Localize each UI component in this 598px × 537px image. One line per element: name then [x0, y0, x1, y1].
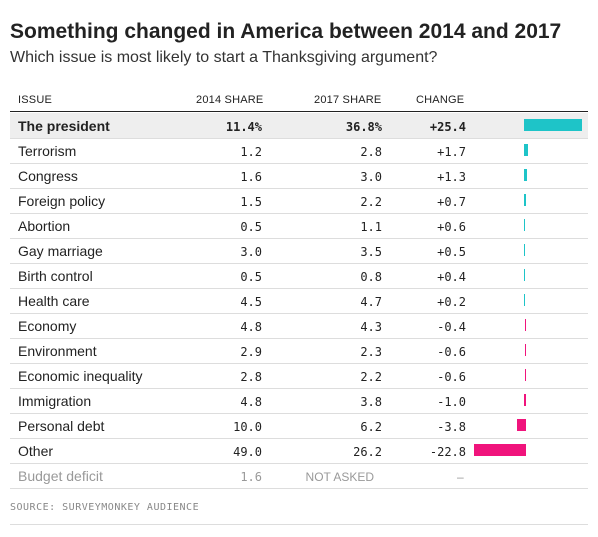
share-2014-cell: 4.5	[240, 295, 262, 309]
issue-cell: Other	[18, 443, 54, 459]
footer-rule	[10, 524, 588, 525]
change-cell: +0.6	[437, 220, 466, 234]
change-cell: +0.4	[437, 270, 466, 284]
table-row: Gay marriage 3.0 3.5 +0.5	[10, 238, 588, 264]
change-cell: -22.8	[429, 445, 466, 459]
share-2017-cell: 2.2	[360, 195, 382, 209]
share-2014-cell: 2.9	[240, 345, 262, 359]
share-2014-cell: 1.2	[240, 145, 262, 159]
share-2014-cell: 10.0	[233, 420, 262, 434]
column-header: ISSUE	[18, 94, 53, 106]
share-2014-cell: 0.5	[240, 220, 262, 234]
title: Something changed in America between 201…	[10, 20, 562, 43]
change-cell: -0.6	[437, 345, 466, 359]
change-bar	[473, 444, 526, 456]
table-row: The president 11.4% 36.8% +25.4	[10, 113, 588, 139]
issue-cell: Terrorism	[18, 143, 77, 159]
share-2017-cell: 2.8	[360, 145, 382, 159]
issue-cell: The president	[18, 118, 110, 134]
table-row: Economic inequality 2.8 2.2 -0.6	[10, 363, 588, 389]
share-2014-cell: 2.8	[240, 370, 262, 384]
table-row: Environment 2.9 2.3 -0.6	[10, 338, 588, 364]
issue-cell: Environment	[18, 343, 97, 359]
issue-cell: Economy	[18, 318, 77, 334]
issue-cell: Health care	[18, 293, 90, 309]
share-2014-cell: 4.8	[240, 395, 262, 409]
share-2014-cell: 4.8	[240, 320, 262, 334]
change-cell: +1.3	[437, 170, 466, 184]
share-2014-cell: 1.5	[240, 195, 262, 209]
share-2014-cell: 49.0	[233, 445, 262, 459]
change-cell: +0.5	[437, 245, 466, 259]
table-row: Health care 4.5 4.7 +0.2	[10, 288, 588, 314]
share-2017-cell: 2.2	[360, 370, 382, 384]
share-2017-cell: 3.0	[360, 170, 382, 184]
column-header: 2014 SHARE	[196, 94, 264, 106]
table-row: Foreign policy 1.5 2.2 +0.7	[10, 188, 588, 214]
issue-cell: Economic inequality	[18, 368, 143, 384]
table-row: Birth control 0.5 0.8 +0.4	[10, 263, 588, 289]
table-row: Personal debt 10.0 6.2 -3.8	[10, 413, 588, 439]
share-2017-cell: NOT ASKED	[305, 470, 374, 484]
change-cell: -3.8	[437, 420, 466, 434]
change-cell: +0.7	[437, 195, 466, 209]
change-bar	[524, 144, 528, 156]
issue-cell: Budget deficit	[18, 468, 103, 484]
change-bar	[524, 269, 525, 281]
issue-cell: Congress	[18, 168, 78, 184]
column-header: 2017 SHARE	[314, 94, 382, 106]
change-cell: -0.6	[437, 370, 466, 384]
share-2017-cell: 26.2	[353, 445, 382, 459]
column-header: CHANGE	[416, 94, 465, 106]
change-bar	[523, 394, 526, 406]
change-bar	[524, 119, 583, 131]
subtitle: Which issue is most likely to start a Th…	[10, 49, 438, 66]
change-cell: +25.4	[429, 120, 466, 134]
issue-cell: Gay marriage	[18, 243, 103, 259]
share-2017-cell: 3.5	[360, 245, 382, 259]
table-row: Budget deficit 1.6 NOT ASKED –	[10, 463, 588, 489]
change-cell: –	[457, 470, 464, 484]
change-bar	[524, 369, 526, 381]
change-bar	[524, 169, 527, 181]
share-2017-cell: 0.8	[360, 270, 382, 284]
share-2017-cell: 2.3	[360, 345, 382, 359]
issue-cell: Birth control	[18, 268, 93, 284]
change-bar	[524, 294, 525, 306]
issue-cell: Personal debt	[18, 418, 105, 434]
share-2017-cell: 36.8%	[345, 120, 382, 134]
issue-cell: Immigration	[18, 393, 92, 409]
share-2017-cell: 1.1	[360, 220, 382, 234]
table-row: Abortion 0.5 1.1 +0.6	[10, 213, 588, 239]
issue-cell: Foreign policy	[18, 193, 106, 209]
table-row: Economy 4.8 4.3 -0.4	[10, 313, 588, 339]
change-bar	[517, 419, 526, 431]
issue-cell: Abortion	[18, 218, 71, 234]
table-row: Immigration 4.8 3.8 -1.0	[10, 388, 588, 414]
header-rule	[10, 111, 588, 112]
change-cell: +1.7	[437, 145, 466, 159]
table-row: Other 49.0 26.2 -22.8	[10, 438, 588, 464]
change-bar	[524, 344, 526, 356]
share-2017-cell: 6.2	[360, 420, 382, 434]
share-2017-cell: 4.7	[360, 295, 382, 309]
change-cell: +0.2	[437, 295, 466, 309]
change-cell: -0.4	[437, 320, 466, 334]
share-2014-cell: 11.4%	[225, 120, 262, 134]
change-cell: -1.0	[437, 395, 466, 409]
share-2017-cell: 3.8	[360, 395, 382, 409]
share-2017-cell: 4.3	[360, 320, 382, 334]
table-row: Terrorism 1.2 2.8 +1.7	[10, 138, 588, 164]
share-2014-cell: 1.6	[240, 470, 262, 484]
share-2014-cell: 0.5	[240, 270, 262, 284]
table-row: Congress 1.6 3.0 +1.3	[10, 163, 588, 189]
change-bar	[524, 219, 526, 231]
change-bar	[524, 194, 526, 206]
share-2014-cell: 3.0	[240, 245, 262, 259]
change-bar	[525, 319, 526, 331]
source: SOURCE: SURVEYMONKEY AUDIENCE	[10, 502, 200, 513]
share-2014-cell: 1.6	[240, 170, 262, 184]
change-bar	[524, 244, 526, 256]
